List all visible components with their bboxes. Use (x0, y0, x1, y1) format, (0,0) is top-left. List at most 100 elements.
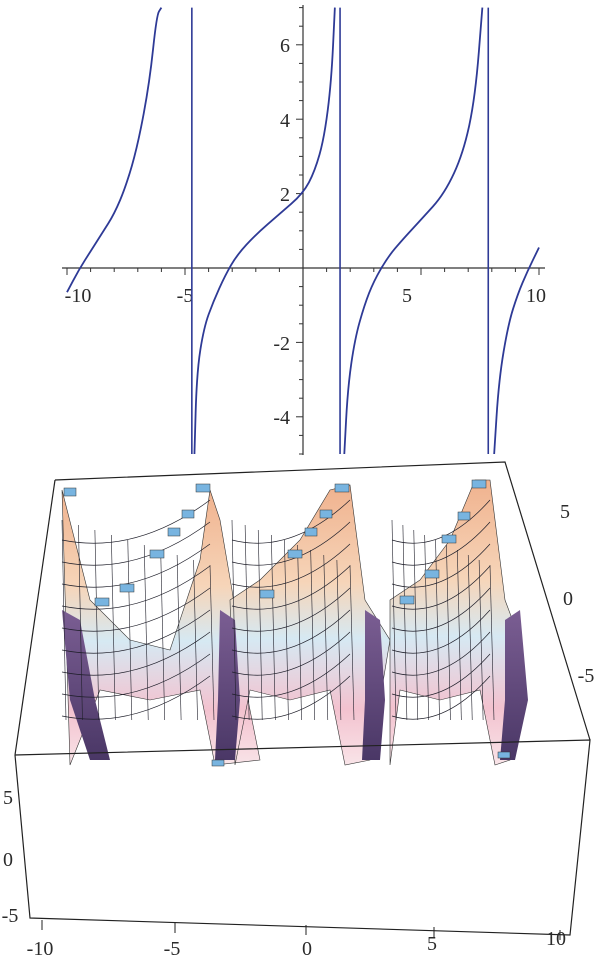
surface-contour (391, 543, 491, 588)
y3d-tick-label: 5 (560, 501, 570, 523)
surface-meridian (244, 524, 250, 721)
series-line (66, 7, 540, 455)
y3d-tick-label: 0 (563, 588, 573, 610)
surface-meridian (111, 534, 116, 721)
x3d-tick-label: 10 (546, 928, 566, 950)
curve-branch (66, 7, 163, 293)
x3d-tick-label: -10 (27, 938, 54, 960)
surface-cap (259, 589, 275, 599)
surface-meridian (297, 544, 302, 721)
y-tick-label: 4 (280, 110, 290, 132)
surface-meridian (284, 539, 289, 721)
surface-underside (215, 610, 240, 760)
y-minor-ticks (296, 7, 303, 455)
surface-contour (61, 543, 211, 588)
surface-mesh (61, 479, 528, 767)
x-tick-label: -10 (65, 285, 92, 307)
surface-underside (62, 610, 110, 760)
surface-contour (391, 653, 491, 698)
surface-cap (334, 483, 350, 493)
surface-meridian (209, 564, 215, 721)
surface-contour (231, 675, 351, 720)
box-edge (14, 479, 56, 756)
surface-meridian (310, 549, 315, 721)
surface-cap (471, 479, 487, 489)
surface-meridian (336, 559, 342, 721)
surface-cap (497, 751, 511, 759)
surface-meridian (193, 559, 198, 721)
surface-meridian (323, 554, 329, 721)
surface-cap (94, 597, 110, 607)
curve-branch (193, 7, 336, 455)
surface-ridge (389, 479, 521, 766)
z3d-tick-label: 0 (3, 849, 13, 871)
surface-cap (211, 759, 225, 767)
surface-contour (391, 631, 491, 676)
x-minor-ticks (66, 268, 540, 275)
surface-contour (231, 631, 351, 676)
surface-meridian (467, 554, 473, 721)
surface-cap (63, 487, 77, 497)
surface-meridian (143, 544, 149, 721)
curve-branch (343, 7, 484, 455)
surface-cap (304, 527, 318, 537)
surface-cap (195, 483, 211, 493)
box-front-edge (14, 739, 591, 936)
surface-contour (391, 609, 491, 654)
surface-meridian (94, 529, 100, 721)
surface-contour (391, 521, 491, 566)
surface-meridian (349, 564, 355, 721)
surface-meridian (446, 544, 451, 721)
surface-underside (362, 610, 385, 760)
surface-contour (61, 653, 211, 698)
surface-cap (424, 569, 440, 579)
surface-meridian (413, 529, 419, 721)
surface-meridian (78, 524, 83, 721)
surface-contour (231, 609, 351, 654)
surface-contour (391, 675, 491, 720)
surface-cap (441, 534, 457, 544)
y3d-tick-label: -5 (578, 665, 595, 687)
surface-meridian (402, 524, 408, 721)
y-tick-label: -4 (273, 407, 290, 429)
surface-contour (231, 521, 351, 566)
surface-grid-lines (61, 499, 495, 721)
surface-contour (61, 675, 211, 720)
z3d-tick-label: -5 (2, 905, 19, 927)
surface-contour (231, 587, 351, 632)
line-chart: -10 -5 5 10 6 4 2 -2 -4 (62, 5, 546, 455)
surface-contour (61, 631, 211, 676)
surface-contour (61, 565, 211, 610)
surface-contour (391, 499, 491, 544)
surface-meridian (127, 539, 133, 721)
surface-cap (457, 511, 471, 521)
surface-chart: -10 -5 0 5 10 5 0 -5 5 0 -5 (2, 461, 595, 960)
surface-meridian (489, 564, 495, 721)
surface-cap (287, 549, 303, 559)
surface-meridian (271, 534, 276, 721)
surface-contour (231, 499, 351, 544)
surface-contour (231, 565, 351, 610)
x-tick-label: -5 (177, 285, 194, 307)
surface-meridian (231, 519, 237, 721)
asymptote-lines (191, 7, 490, 454)
y-tick-label: 2 (280, 184, 290, 206)
surface-cap (319, 509, 333, 519)
surface-meridian (391, 519, 397, 721)
surface-meridian (424, 534, 429, 721)
box-back-edge (54, 461, 591, 741)
surface-meridian (478, 559, 484, 721)
surface-cap (149, 549, 165, 559)
surface-contour (61, 587, 211, 632)
x-tick-label: 10 (526, 285, 546, 307)
x3d-tick-label: 0 (302, 938, 312, 960)
surface-cap (181, 509, 195, 519)
surface-cap (399, 595, 415, 605)
surface-underside (500, 610, 528, 760)
surface-meridian (176, 554, 182, 721)
y-tick-label: -2 (273, 333, 290, 355)
surface-contour (231, 653, 351, 698)
z3d-tick-label: 5 (3, 787, 13, 809)
surface-contour (231, 543, 351, 588)
